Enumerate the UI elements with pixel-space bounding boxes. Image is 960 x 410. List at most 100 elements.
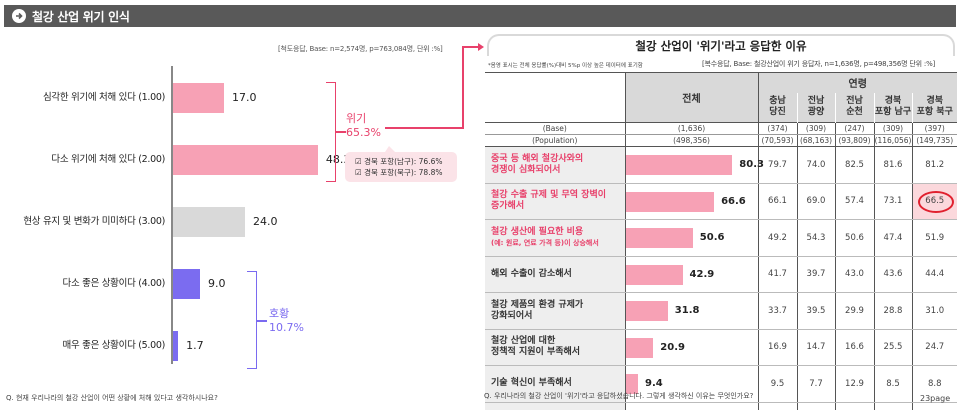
- reasons-table: 전체 연령 충남 당진 전남 광양 전남 순천 경북 포항 남구 경북 포항 북구 (Base) …: [485, 72, 957, 410]
- row-label-line-1: 철강 제품의 환경 규제가: [491, 299, 584, 310]
- right-question: Q. 우리나라의 철강 산업이 '위기'라고 응답하셨습니다. 그렇게 생각하신…: [484, 392, 754, 400]
- base-cell: (397): [911, 122, 957, 135]
- cell-value: 74.0: [806, 159, 826, 170]
- total-value: 9.4: [645, 378, 663, 389]
- population-cell: (149,735): [911, 134, 957, 147]
- bar-value: 9.0: [208, 277, 226, 290]
- value-cell: 41.7: [757, 256, 797, 293]
- left-chart-base-note: [척도응답, Base: n=2,574명, p=763,084명, 단위 :%…: [278, 45, 443, 53]
- region-line-2: 당진: [769, 107, 786, 118]
- table-row: 해외 수출이 감소해서 42.9 41.7 39.7 43.0 43.6 44.4: [485, 256, 957, 293]
- total-bar: [625, 374, 638, 394]
- region-line-2: 포항 북구: [916, 107, 953, 118]
- value-cell: 47.4: [873, 219, 912, 257]
- section-title: 철강 산업 위기 인식: [32, 9, 130, 24]
- value-cell: 81.2: [911, 146, 957, 184]
- value-cell: 1.5: [757, 402, 797, 410]
- cell-value: 7.7: [809, 378, 823, 389]
- value-cell: 43.0: [834, 256, 874, 293]
- row-label: 철강 제품의 환경 규제가 강화되어서: [485, 292, 625, 330]
- crisis-callout: ☑ 경북 포항(남구): 76.6% ☑ 경북 포항(북구): 78.8%: [345, 146, 457, 182]
- row-label: 기타: [485, 402, 625, 410]
- population-row: (Population) (498,356) (70,593) (68,163)…: [485, 134, 957, 147]
- region-line-2: 광양: [807, 107, 825, 118]
- cell-value: 54.3: [806, 232, 826, 243]
- header-region: 전남 순천: [834, 92, 874, 123]
- crisis-value: 65.3%: [346, 126, 381, 139]
- cell-value: 39.5: [806, 305, 826, 316]
- page-number: 23page: [920, 394, 951, 403]
- cell-value: 79.7: [768, 159, 787, 170]
- table-row: 철강 산업에 대한 정책적 지원이 부족해서 20.9 16.9 14.7 16.6 25.…: [485, 329, 957, 366]
- value-cell: 73.1: [873, 183, 912, 220]
- row-label-line-2: 강화되어서: [491, 310, 533, 321]
- value-cell: 33.7: [757, 292, 797, 330]
- region-line-1: 전남: [846, 96, 863, 107]
- cell-value: 12.9: [845, 378, 864, 389]
- crisis-bracket: [326, 82, 336, 182]
- value-cell: 25.5: [873, 329, 912, 366]
- population-label: (Population): [485, 134, 625, 147]
- table-row: 중국 등 해외 철강사와의 경쟁이 심화되어서 80.3 79.7 74.0 82.5 81…: [485, 146, 957, 184]
- value-cell: 16.6: [834, 329, 874, 366]
- connector-line-vertical: [462, 46, 464, 129]
- cell-value: 73.1: [883, 196, 903, 207]
- cell-value: 39.7: [806, 269, 826, 280]
- base-label: (Base): [485, 122, 625, 135]
- value-cell: 49.2: [757, 219, 797, 257]
- value-cell: 8.8: [911, 365, 957, 403]
- total-value: 31.8: [674, 305, 700, 316]
- cell-value: 81.6: [883, 159, 903, 170]
- base-cell: (309): [796, 122, 835, 135]
- header-region: 경북 포항 남구: [873, 92, 912, 123]
- cell-value: 8.8: [927, 378, 942, 389]
- total-value: 80.3: [739, 159, 764, 170]
- population-cell: (68,163): [796, 134, 835, 147]
- total-bar: [625, 264, 683, 285]
- cell-value: 49.2: [768, 232, 787, 243]
- region-line-1: 전남: [807, 96, 825, 107]
- base-cell: (374): [757, 122, 797, 135]
- value-cell: 8.5: [873, 365, 912, 403]
- value-cell: 31.0: [911, 292, 957, 330]
- bar-value: 48.3: [325, 153, 351, 166]
- cell-value: 25.5: [883, 342, 903, 353]
- good-label: 호황: [269, 307, 290, 320]
- header-region: 경북 포항 북구: [911, 92, 957, 123]
- region-line-1: 경북: [884, 96, 902, 107]
- base-total: (1,636): [624, 122, 759, 135]
- value-cell: 82.5: [834, 146, 874, 184]
- value-cell: 66.5: [911, 183, 957, 220]
- row-label: 해외 수출이 감소해서: [485, 256, 625, 293]
- bar-value: 1.7: [186, 339, 204, 352]
- total-cell: 66.6: [624, 183, 759, 220]
- value-cell: 81.6: [873, 146, 912, 184]
- total-value: 1.3: [635, 403, 653, 410]
- region-line-1: 경북: [926, 96, 944, 107]
- row-label-line-2: 경쟁이 심화되어서: [491, 164, 561, 175]
- value-cell: 7.7: [796, 365, 835, 403]
- value-cell: 16.9: [757, 329, 797, 366]
- good-value: 10.7%: [269, 321, 304, 334]
- value-cell: 14.7: [796, 329, 835, 366]
- value-cell: 39.7: [796, 256, 835, 293]
- value-cell: 50.6: [834, 219, 874, 257]
- total-bar: [625, 155, 733, 175]
- header-total: 전체: [624, 72, 759, 123]
- total-cell: 42.9: [624, 256, 759, 293]
- header-blank: [485, 72, 625, 123]
- cell-value: 16.6: [845, 342, 864, 353]
- crisis-bracket-tick: [336, 131, 346, 133]
- left-question: Q. 현재 우리나라의 철강 산업이 어떤 상황에 처해 있다고 생각하시나요?: [6, 394, 218, 402]
- section-header: 철강 산업 위기 인식: [4, 5, 956, 27]
- cell-value: 47.4: [883, 232, 903, 243]
- bar-label: 심각한 위기에 처해 있다 (1.00): [42, 92, 165, 103]
- value-cell: 1.3: [873, 402, 912, 410]
- cell-value: 51.9: [925, 232, 945, 243]
- highlight-circle: [917, 190, 954, 213]
- row-label-line-1: 철강 생산에 필요한 비용: [491, 226, 584, 237]
- base-cell: (247): [834, 122, 874, 135]
- cell-value: 50.6: [845, 232, 864, 243]
- value-cell: 66.1: [757, 183, 797, 220]
- row-label-line-2: 정책적 지원이 부족해서: [491, 347, 581, 358]
